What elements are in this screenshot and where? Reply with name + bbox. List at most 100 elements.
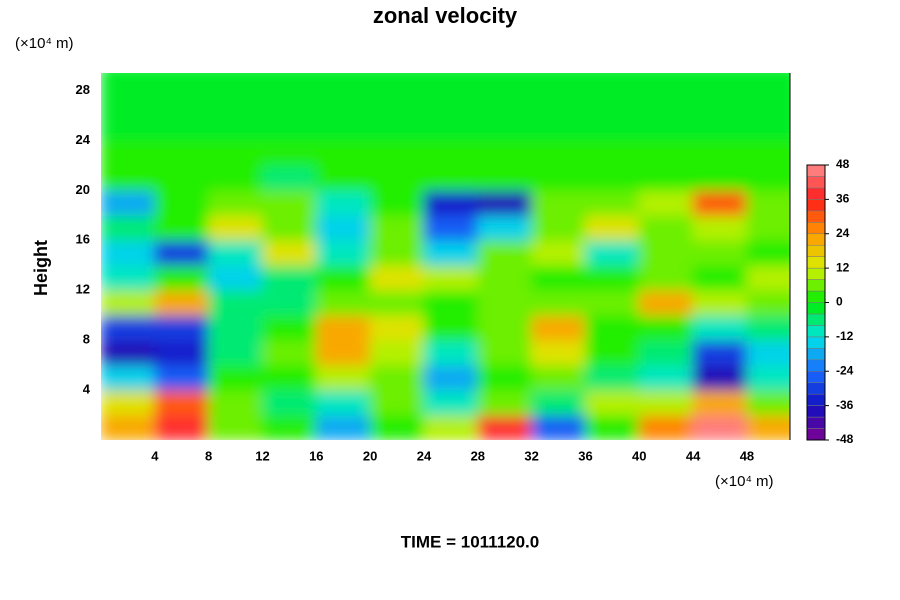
cell [423,164,479,191]
cell [261,239,317,266]
cell [638,164,694,191]
cell [692,239,748,266]
cell [692,364,748,391]
cell [101,189,156,216]
cell [154,164,210,191]
colorbar-box [806,302,826,315]
cell [692,214,748,241]
cell [369,73,425,91]
cell [638,114,694,141]
cell [315,114,371,141]
cell [261,73,317,91]
cell [208,73,263,91]
cell [154,239,210,266]
cell [531,114,586,141]
cell [208,164,263,191]
colorbar-tick-label: 12 [836,260,850,274]
cell [101,214,156,241]
y-tick-label: 28 [76,82,90,97]
cell [369,189,425,216]
cell [531,414,586,440]
cell [746,314,790,341]
colorbar-box [806,199,826,212]
colorbar-box [806,371,826,383]
x-unit: (×10⁴ m) [715,473,774,490]
cell [638,189,694,216]
colorbar-box [806,405,826,418]
cell [369,214,425,241]
cell [746,139,790,166]
cell [692,89,748,116]
cell [261,339,317,366]
cell [477,164,533,191]
cell [477,89,533,116]
x-tick-label: 24 [417,448,432,463]
cell [154,314,210,341]
cell [369,289,425,316]
cell [746,214,790,241]
colorbar: -48 -36 -24 -12 0 12 24 36 48 [806,157,854,446]
cell [208,414,263,440]
cell [101,414,156,440]
cell [584,364,640,391]
cell [154,139,210,166]
cell [746,289,790,316]
cell [746,364,790,391]
cell [369,364,425,391]
cell [261,164,317,191]
colorbar-tick-label: -48 [836,432,854,446]
x-tick-label: 16 [309,448,323,463]
cell [423,89,479,116]
cell [101,389,156,416]
cell [477,339,533,366]
cell [584,339,640,366]
cell [208,364,263,391]
cell [423,314,479,341]
cell [746,73,790,91]
cell [584,139,640,166]
cell [315,73,371,91]
cell [584,164,640,191]
cell [261,414,317,440]
cell [101,364,156,391]
cell [369,139,425,166]
cell [584,73,640,91]
cell [315,164,371,191]
cell [531,239,586,266]
cell [477,189,533,216]
cell [638,139,694,166]
y-tick-label: 8 [83,332,90,347]
cell [746,164,790,191]
cell [423,214,479,241]
colorbar-tick-label: -24 [836,363,854,377]
cell [101,164,156,191]
colorbar-box [806,416,826,429]
cell [531,73,586,91]
colorbar-tick-label: 48 [836,157,850,171]
x-tick-label: 4 [151,448,159,463]
cell [746,339,790,366]
colorbar-box [806,267,826,280]
x-tick-label: 48 [740,448,754,463]
cell [261,139,317,166]
colorbar-box [806,222,826,235]
cell [477,314,533,341]
cell [746,189,790,216]
cell [315,289,371,316]
colorbar-box [806,382,826,395]
cell [261,289,317,316]
cell [692,414,748,440]
cell [315,364,371,391]
cell [531,364,586,391]
x-tick-label: 36 [578,448,592,463]
cell [315,339,371,366]
cell [423,289,479,316]
cell [692,264,748,291]
cell [261,389,317,416]
cell [746,389,790,416]
cell [261,89,317,116]
cell [638,73,694,91]
cell [369,314,425,341]
colorbar-box [806,244,826,257]
cell [154,73,210,91]
